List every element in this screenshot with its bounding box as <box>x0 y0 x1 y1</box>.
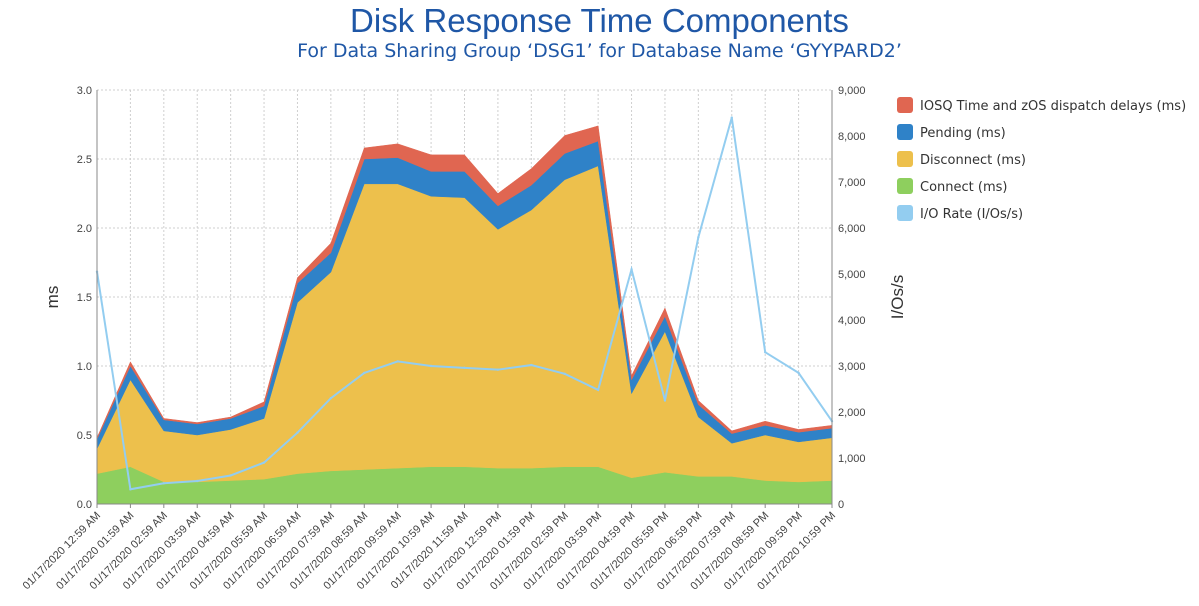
y2-tick-label: 0 <box>838 499 844 511</box>
y2-axis-title: I/Os/s <box>888 275 907 319</box>
legend-swatch <box>897 151 913 167</box>
legend-label: Pending (ms) <box>920 126 1006 141</box>
legend: IOSQ Time and zOS dispatch delays (ms) Pe… <box>897 97 1186 222</box>
legend-swatch <box>897 178 913 194</box>
line-point <box>162 482 166 485</box>
y-axis-title: ms <box>43 286 62 309</box>
y-tick-label: 3.0 <box>77 85 92 97</box>
legend-item[interactable]: Connect (ms) <box>897 178 1007 195</box>
line-point <box>129 488 132 491</box>
y-tick-label: 1.0 <box>77 361 92 373</box>
y2-tick-label: 2,000 <box>838 407 866 419</box>
y2-tick-label: 9,000 <box>838 85 866 97</box>
line-point <box>329 397 333 400</box>
line-point <box>530 363 533 367</box>
legend-item[interactable]: IOSQ Time and zOS dispatch delays (ms) <box>897 97 1186 114</box>
line-point <box>496 368 500 371</box>
line-point <box>363 371 366 375</box>
legend-label: Connect (ms) <box>920 180 1007 195</box>
legend-swatch <box>897 97 913 113</box>
line-point <box>730 116 733 119</box>
y-tick-label: 1.5 <box>77 292 92 304</box>
legend-label: IOSQ Time and zOS dispatch delays (ms) <box>920 99 1186 114</box>
y2-tick-label: 1,000 <box>838 453 866 465</box>
stacked-areas <box>96 125 833 505</box>
line-series <box>95 116 834 491</box>
y-tick-label: 0.5 <box>77 430 92 442</box>
y2-tick-label: 3,000 <box>838 361 866 373</box>
y2-tick-label: 6,000 <box>838 223 866 235</box>
line-point <box>396 360 399 363</box>
line-point <box>563 372 566 376</box>
y2-tick-label: 7,000 <box>838 177 866 189</box>
line-point <box>196 479 199 483</box>
legend-swatch <box>897 205 913 221</box>
line-point <box>229 474 232 477</box>
y-tick-label: 0.0 <box>77 499 92 511</box>
legend-item[interactable]: I/O Rate (I/Os/s) <box>897 205 1023 222</box>
line-point <box>697 236 700 239</box>
line-point <box>296 431 299 434</box>
line-point <box>262 461 266 464</box>
legend-swatch <box>897 124 913 140</box>
line-point <box>429 364 433 368</box>
y2-tick-label: 4,000 <box>838 315 866 327</box>
legend-label: I/O Rate (I/Os/s) <box>920 207 1023 222</box>
y-tick-label: 2.0 <box>77 223 92 235</box>
line-point <box>596 388 600 392</box>
y-tick-label: 2.5 <box>77 154 92 166</box>
line-point <box>797 371 800 375</box>
line-point <box>463 366 466 370</box>
legend-item[interactable]: Disconnect (ms) <box>897 151 1026 168</box>
legend-item[interactable]: Pending (ms) <box>897 124 1006 141</box>
chart-subtitle: For Data Sharing Group ‘DSG1’ for Databa… <box>297 40 902 62</box>
legend-label: Disconnect (ms) <box>920 153 1026 168</box>
line-point <box>630 268 633 271</box>
chart-title: Disk Response Time Components <box>350 2 849 39</box>
line-point <box>663 399 667 402</box>
y2-tick-label: 5,000 <box>838 269 866 281</box>
line-point <box>763 351 767 354</box>
y2-tick-label: 8,000 <box>838 131 866 143</box>
